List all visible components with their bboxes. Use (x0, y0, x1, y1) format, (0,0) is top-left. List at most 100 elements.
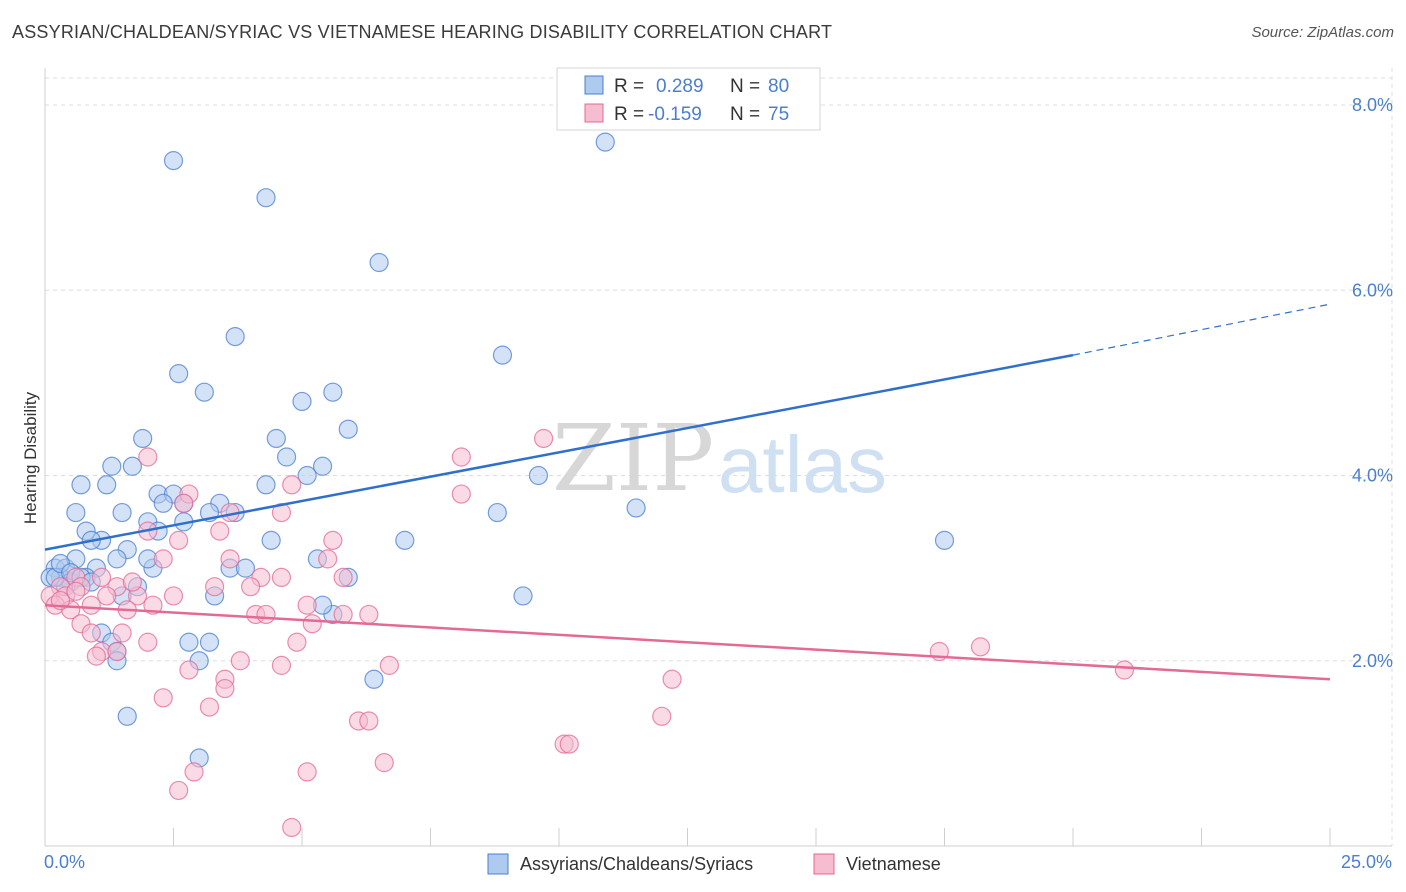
assyrians-point-68 (199, 632, 220, 652)
assyrians-point-7 (292, 391, 312, 412)
assyrians-point-1 (256, 188, 276, 208)
vietnamese-point-12 (169, 530, 189, 550)
vietnamese-point-64 (652, 706, 672, 726)
vietnamese-point-46 (287, 632, 307, 652)
bottom-legend-swatch-pink (813, 853, 835, 875)
trend-line-assyrians-extension (1072, 303, 1331, 356)
vietnamese-point-56 (153, 688, 173, 708)
vietnamese-point-36 (297, 595, 317, 615)
vietnamese-point-34 (81, 595, 101, 615)
vietnamese-point-44 (112, 623, 132, 643)
vietnamese-point-72 (122, 572, 142, 592)
vietnamese-point-48 (107, 641, 127, 662)
watermark-atlas: atlas (718, 420, 887, 509)
assyrians-point-25 (256, 475, 276, 495)
assyrians-point-16 (312, 456, 333, 476)
vietnamese-point-7 (271, 502, 292, 523)
assyrians-point-39 (934, 530, 955, 550)
vietnamese-point-69 (297, 762, 317, 782)
assyrians-point-15 (276, 447, 297, 467)
vietnamese-point-55 (215, 678, 235, 699)
assyrians-point-3 (595, 132, 615, 152)
vietnamese-point-57 (199, 697, 220, 717)
vietnamese-point-15 (318, 549, 338, 569)
vietnamese-point-25 (241, 577, 261, 597)
y-tick-label-2: 6.0% (1352, 280, 1393, 300)
y-tick-label-0: 2.0% (1352, 651, 1393, 671)
vietnamese-point-17 (91, 567, 112, 588)
assyrians-point-18 (71, 475, 91, 495)
vietnamese-point-70 (169, 780, 189, 801)
vietnamese-point-71 (282, 817, 302, 838)
assyrians-point-62 (513, 586, 533, 606)
assyrians-point-13 (102, 456, 122, 476)
series-vietnamese-points (40, 428, 1135, 838)
stats-legend-n-label-pink: N = (730, 104, 760, 125)
assyrians-point-19 (97, 475, 117, 495)
vietnamese-point-24 (205, 577, 225, 597)
assyrians-point-4 (225, 326, 245, 347)
assyrians-point-28 (66, 502, 86, 523)
assyrians-point-10 (133, 428, 153, 449)
vietnamese-point-67 (374, 753, 394, 773)
y-axis-label: Hearing Disability (21, 391, 40, 524)
vietnamese-point-13 (220, 549, 240, 569)
vietnamese-point-40 (256, 604, 276, 625)
vietnamese-point-59 (359, 711, 379, 731)
vietnamese-point-54 (179, 660, 199, 680)
vietnamese-point-5 (282, 475, 302, 495)
vietnamese-point-29 (97, 586, 117, 606)
x-tick-label-max: 25.0% (1341, 852, 1392, 872)
assyrians-point-38 (626, 498, 646, 518)
vietnamese-point-42 (359, 604, 379, 625)
assyrians-point-63 (487, 502, 507, 523)
stats-legend-swatch-blue (584, 75, 604, 95)
trend-lines (44, 303, 1331, 681)
vietnamese-point-10 (210, 521, 230, 541)
assyrians-point-73 (117, 706, 137, 726)
stats-legend-r-label-pink: R = (614, 104, 644, 125)
vietnamese-point-60 (662, 669, 682, 689)
gridlines (45, 68, 1393, 846)
stats-legend-r-value-pink: -0.159 (648, 104, 702, 125)
assyrians-point-14 (122, 456, 142, 476)
y-tick-label-3: 8.0% (1352, 95, 1393, 115)
assyrians-point-72 (364, 669, 384, 689)
assyrians-point-17 (297, 465, 317, 486)
vietnamese-point-66 (559, 734, 579, 754)
stats-legend-n-value-pink: 75 (768, 104, 789, 125)
bottom-legend: Assyrians/Chaldeans/Syriacs Vietnamese (487, 853, 941, 875)
assyrians-point-27 (112, 502, 132, 523)
vietnamese-point-41 (302, 614, 322, 634)
assyrians-point-11 (266, 428, 286, 449)
assyrians-point-9 (492, 345, 513, 365)
stats-legend: R = 0.289 N = 80 R = -0.159 N = 75 (556, 67, 821, 131)
assyrians-point-23 (153, 493, 173, 513)
assyrians-point-55 (235, 558, 256, 578)
watermark-zip: ZIP (552, 405, 714, 512)
stats-legend-n-label-blue: N = (730, 76, 760, 97)
trend-line-vietnamese (44, 603, 1331, 681)
vietnamese-point-11 (323, 530, 343, 550)
assyrians-point-36 (261, 530, 281, 550)
x-tick-label-min: 0.0% (44, 852, 85, 872)
vietnamese-point-51 (379, 655, 399, 675)
stats-legend-r-label-blue: R = (614, 76, 644, 97)
y-tick-label-1: 4.0% (1352, 466, 1393, 486)
assyrians-point-37 (395, 530, 415, 550)
vietnamese-point-0 (138, 447, 158, 467)
vietnamese-point-52 (271, 655, 292, 675)
assyrians-point-6 (194, 382, 214, 402)
vietnamese-point-2 (533, 428, 554, 449)
vietnamese-point-31 (143, 595, 163, 615)
assyrians-point-0 (163, 151, 184, 171)
vietnamese-point-14 (153, 549, 173, 569)
chart-title: ASSYRIAN/CHALDEAN/SYRIAC VS VIETNAMESE H… (12, 22, 833, 42)
vietnamese-point-62 (970, 637, 991, 657)
vietnamese-point-45 (138, 632, 158, 652)
vietnamese-point-4 (451, 484, 471, 504)
axes (44, 68, 1392, 847)
vietnamese-point-19 (271, 567, 292, 588)
assyrians-point-2 (369, 252, 389, 273)
